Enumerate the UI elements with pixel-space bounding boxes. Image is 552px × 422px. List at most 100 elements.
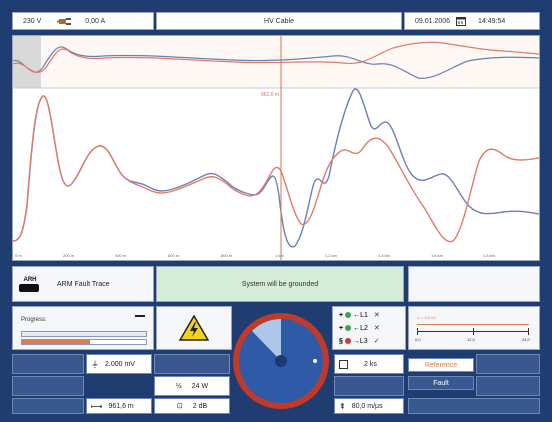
scale-tick-label: 12,0 [467, 337, 475, 342]
velocity-value: 80,0 m/µs [351, 402, 383, 410]
info-box [408, 266, 540, 302]
phase-l2-status: ✕ [373, 325, 380, 332]
fault-button[interactable]: Fault [408, 376, 474, 390]
x-tick-label: 800 m [221, 253, 233, 258]
status-banner: System will be grounded [156, 266, 404, 302]
scale-line-top [417, 324, 529, 325]
progress-fill [22, 340, 91, 344]
velocity-field[interactable]: ⇞ 80,0 m/µs [334, 398, 404, 414]
softkey-4[interactable] [154, 354, 230, 374]
phase-l1-label: L1 [360, 311, 368, 319]
logo-mark [19, 283, 39, 292]
distance-arrow-icon: ⟼ [91, 401, 103, 411]
attenuation-value: 2 dB [192, 402, 208, 410]
x-tick-label: 1,2 km [325, 253, 338, 258]
logo-text: ARH [23, 276, 37, 283]
page-title: HV Cable [264, 17, 294, 25]
arrow-icon: ← [353, 324, 361, 332]
trace-plot[interactable]: 961,6 m 0 m 200 m 400 m 600 m 800 m 1 km… [12, 35, 540, 261]
x-tick-label: 600 m [168, 253, 180, 258]
softkey-7[interactable] [476, 376, 540, 396]
gain-field[interactable]: ⏚ 2.000 mV [86, 354, 152, 374]
overview-trace-blue [12, 46, 540, 79]
minimize-icon[interactable] [135, 315, 145, 317]
overview-trace-red [12, 41, 540, 74]
coil-icon: § [339, 337, 343, 345]
arh-logo: ARH [19, 277, 41, 292]
scale-tick-label: 24,0 [522, 337, 530, 342]
reference-button[interactable]: Reference [408, 358, 474, 372]
progress-panel: Progress: [12, 306, 154, 350]
plus-icon: + [339, 311, 344, 319]
time-field[interactable]: 2 ks [334, 354, 404, 374]
checkbox-icon [339, 359, 348, 369]
velocity-icon: ⇞ [339, 401, 346, 411]
phase-l3-label: L3 [359, 337, 368, 345]
arrow-icon: → [352, 337, 360, 345]
softkey-1[interactable] [12, 354, 84, 374]
x-tick-label: 0 m [15, 253, 22, 258]
cursor-label: 961,6 m [261, 92, 279, 98]
knob-svg [233, 313, 329, 409]
scale-tick [417, 328, 418, 335]
attenuation-field[interactable]: ⊡ 2 dB [154, 398, 230, 414]
rotary-knob[interactable] [230, 306, 332, 417]
phase-dot-green [345, 325, 352, 331]
attenuation-icon: ⊡ [176, 403, 183, 410]
time-value: 2 ks [364, 360, 377, 368]
phase-dot-red [344, 338, 351, 344]
trace-svg: 961,6 m 0 m 200 m 400 m 600 m 800 m 1 km… [12, 36, 540, 260]
date-readout: 09.01.2006 [415, 17, 451, 25]
phase-l3-status: ✓ [373, 338, 380, 345]
cable-title: HV Cable [156, 12, 402, 30]
distance-field[interactable]: ⟼ 961,6 m [86, 398, 152, 414]
voltage-readout: 230 V [23, 17, 42, 25]
current-readout: 0,00 A [85, 17, 106, 25]
phase-row-l2: + ← L2 ✕ [339, 324, 380, 333]
high-voltage-warning-icon [179, 315, 209, 341]
phase-l2-label: L2 [360, 324, 368, 332]
fault-label: Fault [433, 379, 449, 387]
datetime-box: 09.01.2006 14:49:54 [404, 12, 540, 30]
scale-tick [473, 328, 474, 335]
x-tick-label: 1,6 km [431, 253, 444, 258]
softkey-6[interactable] [476, 354, 540, 374]
power-value: 24 W [191, 382, 209, 390]
plug-icon [57, 18, 72, 25]
power-field[interactable]: ½ 24 W [154, 376, 230, 396]
gain-value: 2.000 mV [105, 360, 135, 368]
phase-dot-green [345, 312, 352, 318]
x-axis: 0 m 200 m 400 m 600 m 800 m 1 km 1,2 km … [15, 253, 496, 258]
mode-label: ARM Fault Trace [57, 280, 110, 288]
plus-icon: + [339, 324, 344, 332]
time-readout: 14:49:54 [478, 17, 506, 25]
warning-panel [156, 306, 232, 350]
power-icon: ½ [175, 382, 182, 390]
x-tick-label: 1,8 km [483, 253, 496, 258]
softkey-8[interactable] [408, 398, 540, 414]
main-trace-red [12, 95, 540, 243]
status-text: System will be grounded [241, 280, 319, 288]
scale-tick-label: 0,0 [415, 337, 421, 342]
softkey-5[interactable] [334, 376, 404, 396]
phase-l1-status: ✕ [373, 312, 380, 319]
phase-row-l1: + ← L1 ✕ [339, 311, 380, 320]
x-tick-label: 1,4 km [378, 253, 391, 258]
mode-box[interactable]: ARH ARM Fault Trace [12, 266, 154, 302]
calendar-icon[interactable] [456, 16, 467, 26]
x-tick-label: 1 km [275, 253, 284, 258]
scale-title: U = 3,0 kV [417, 315, 436, 320]
softkey-2[interactable] [12, 376, 84, 396]
progress-label: Progress: [21, 317, 47, 323]
scale-tick [528, 328, 529, 335]
overview-window [13, 36, 41, 88]
arrow-icon: ← [353, 311, 361, 319]
softkey-3[interactable] [12, 398, 84, 414]
probe-icon: ⏚ [91, 359, 99, 369]
x-tick-label: 200 m [63, 253, 75, 258]
progress-track-top [21, 331, 147, 337]
distance-value: 961,6 m [108, 402, 134, 410]
x-tick-label: 400 m [115, 253, 127, 258]
reference-label: Reference [424, 361, 458, 369]
phase-row-l3: § → L3 ✓ [339, 337, 380, 346]
